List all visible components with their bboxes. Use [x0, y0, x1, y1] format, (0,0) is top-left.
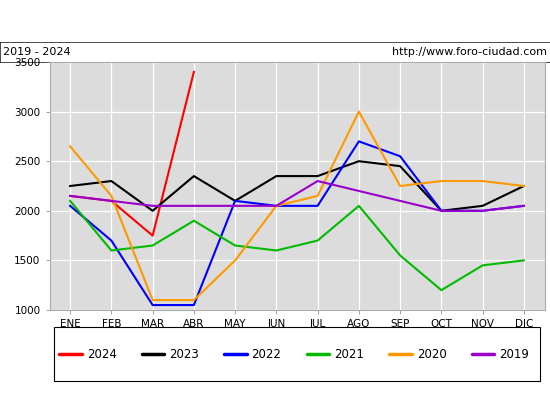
FancyBboxPatch shape: [54, 327, 540, 381]
Text: 2023: 2023: [169, 348, 199, 360]
Text: 2024: 2024: [87, 348, 117, 360]
Text: 2021: 2021: [334, 348, 364, 360]
Text: http://www.foro-ciudad.com: http://www.foro-ciudad.com: [392, 47, 547, 57]
Text: 2022: 2022: [252, 348, 282, 360]
Text: Evolucion Nº Turistas Nacionales en el municipio de Alfafara: Evolucion Nº Turistas Nacionales en el m…: [39, 14, 511, 28]
Text: 2020: 2020: [417, 348, 447, 360]
Text: 2019 - 2024: 2019 - 2024: [3, 47, 70, 57]
Text: 2019: 2019: [499, 348, 529, 360]
